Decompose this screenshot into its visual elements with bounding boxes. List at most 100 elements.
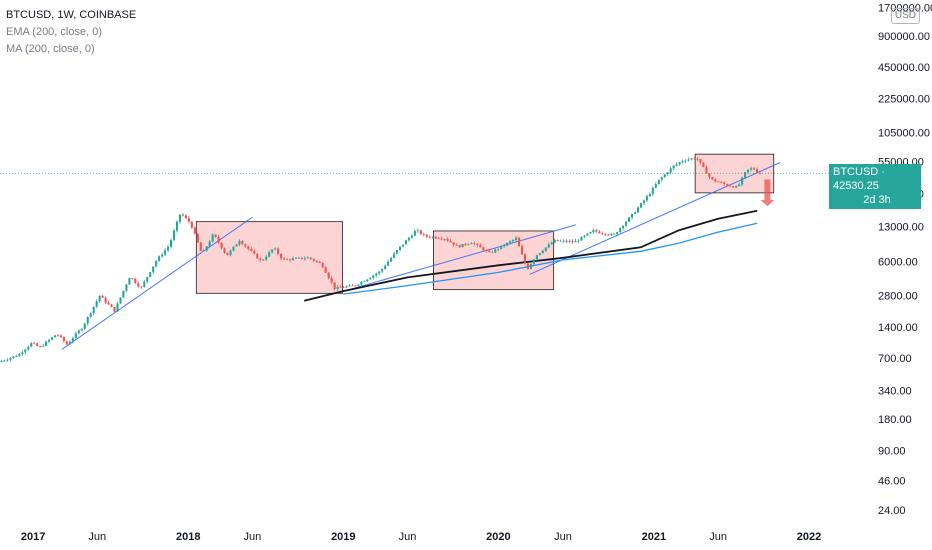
- candle-body: [595, 230, 598, 232]
- candle: [339, 284, 342, 288]
- candle: [238, 239, 241, 247]
- candle: [613, 233, 616, 235]
- candle: [285, 258, 289, 261]
- candle: [663, 173, 666, 178]
- candle: [357, 284, 360, 288]
- candle-body: [30, 342, 33, 347]
- candle: [39, 345, 42, 348]
- candle-body: [705, 166, 708, 174]
- candle: [89, 312, 92, 319]
- highlight-box: [195, 221, 343, 294]
- candle-body: [517, 237, 521, 247]
- price-axis[interactable]: 1700000.00900000.00450000.00225000.00105…: [878, 2, 932, 516]
- candle-body: [113, 307, 116, 312]
- candle: [574, 238, 577, 243]
- symbol-title[interactable]: BTCUSD, 1W, COINBASE: [6, 9, 137, 21]
- time-tick-label: Jun: [399, 531, 417, 543]
- candle: [630, 213, 634, 220]
- candle: [211, 233, 214, 243]
- candle: [220, 242, 223, 250]
- candle-body: [553, 239, 556, 243]
- candle: [3, 359, 6, 363]
- candle-body: [184, 215, 187, 219]
- candle-body: [523, 254, 527, 264]
- candle: [253, 249, 256, 255]
- candle-body: [404, 240, 408, 245]
- candle-body: [53, 335, 57, 338]
- candle: [134, 277, 137, 285]
- candle: [413, 229, 416, 236]
- candle: [190, 220, 193, 229]
- candle: [83, 322, 86, 331]
- candle-body: [333, 282, 336, 290]
- ema-indicator-label[interactable]: EMA (200, close, 0): [6, 26, 102, 38]
- candle-body: [488, 250, 491, 252]
- candle-body: [77, 330, 80, 334]
- candle: [125, 283, 128, 293]
- candle-body: [738, 184, 741, 187]
- candle: [571, 239, 574, 244]
- candle: [681, 159, 684, 164]
- candle-body: [321, 263, 324, 268]
- candle-body: [68, 341, 71, 345]
- candle-body: [699, 159, 702, 163]
- candle: [455, 243, 458, 246]
- candle: [589, 231, 592, 234]
- candle-body: [393, 253, 396, 258]
- candle-body: [98, 295, 101, 302]
- candle: [672, 165, 675, 171]
- candle-body: [416, 230, 419, 232]
- currency-unit-button[interactable]: USD: [890, 8, 920, 24]
- candle: [437, 237, 440, 240]
- candle: [645, 194, 648, 202]
- candle: [755, 167, 759, 174]
- candle-body: [149, 272, 152, 278]
- candle-body: [324, 267, 327, 273]
- candle: [616, 231, 619, 235]
- candle: [327, 272, 330, 280]
- candle: [535, 254, 538, 261]
- candle-body: [89, 313, 92, 317]
- candle-body: [244, 244, 247, 247]
- candle: [262, 258, 265, 261]
- candle: [149, 272, 152, 278]
- candle-body: [59, 335, 63, 338]
- candle-body: [425, 234, 428, 237]
- candle-body: [672, 165, 675, 169]
- candle: [143, 280, 146, 288]
- candle: [226, 252, 229, 256]
- candle: [473, 241, 476, 246]
- candle-body: [755, 169, 759, 173]
- candle-body: [211, 234, 214, 242]
- candle: [315, 260, 318, 264]
- candle: [607, 233, 610, 237]
- time-axis[interactable]: 2017 Jun 2018 Jun 2019 Jun 2020 Jun 2021 Jun 2022: [21, 531, 821, 543]
- candle-body: [666, 172, 669, 175]
- candle: [425, 233, 428, 239]
- candle-body: [559, 240, 562, 242]
- candle: [509, 240, 512, 245]
- candle-body: [351, 285, 354, 287]
- price-tick-label: 24.00: [878, 505, 906, 517]
- candle-body: [158, 256, 161, 262]
- candle-body: [752, 168, 756, 170]
- candle: [30, 342, 33, 348]
- candle: [6, 357, 9, 362]
- candle-body: [583, 235, 586, 237]
- candle: [283, 257, 286, 261]
- ma-indicator-label[interactable]: MA (200, close, 0): [6, 43, 95, 55]
- candle-body: [535, 255, 538, 260]
- price-tick-label: 340.00: [878, 386, 912, 398]
- candle-body: [720, 182, 723, 183]
- candle-body: [294, 257, 297, 259]
- candle: [488, 248, 491, 253]
- candle-body: [300, 257, 303, 259]
- candle-body: [598, 231, 601, 234]
- candle: [461, 243, 464, 248]
- candle: [321, 261, 324, 269]
- ma-200-line: [343, 222, 758, 295]
- candle-body: [422, 234, 425, 235]
- candle-body: [175, 221, 179, 231]
